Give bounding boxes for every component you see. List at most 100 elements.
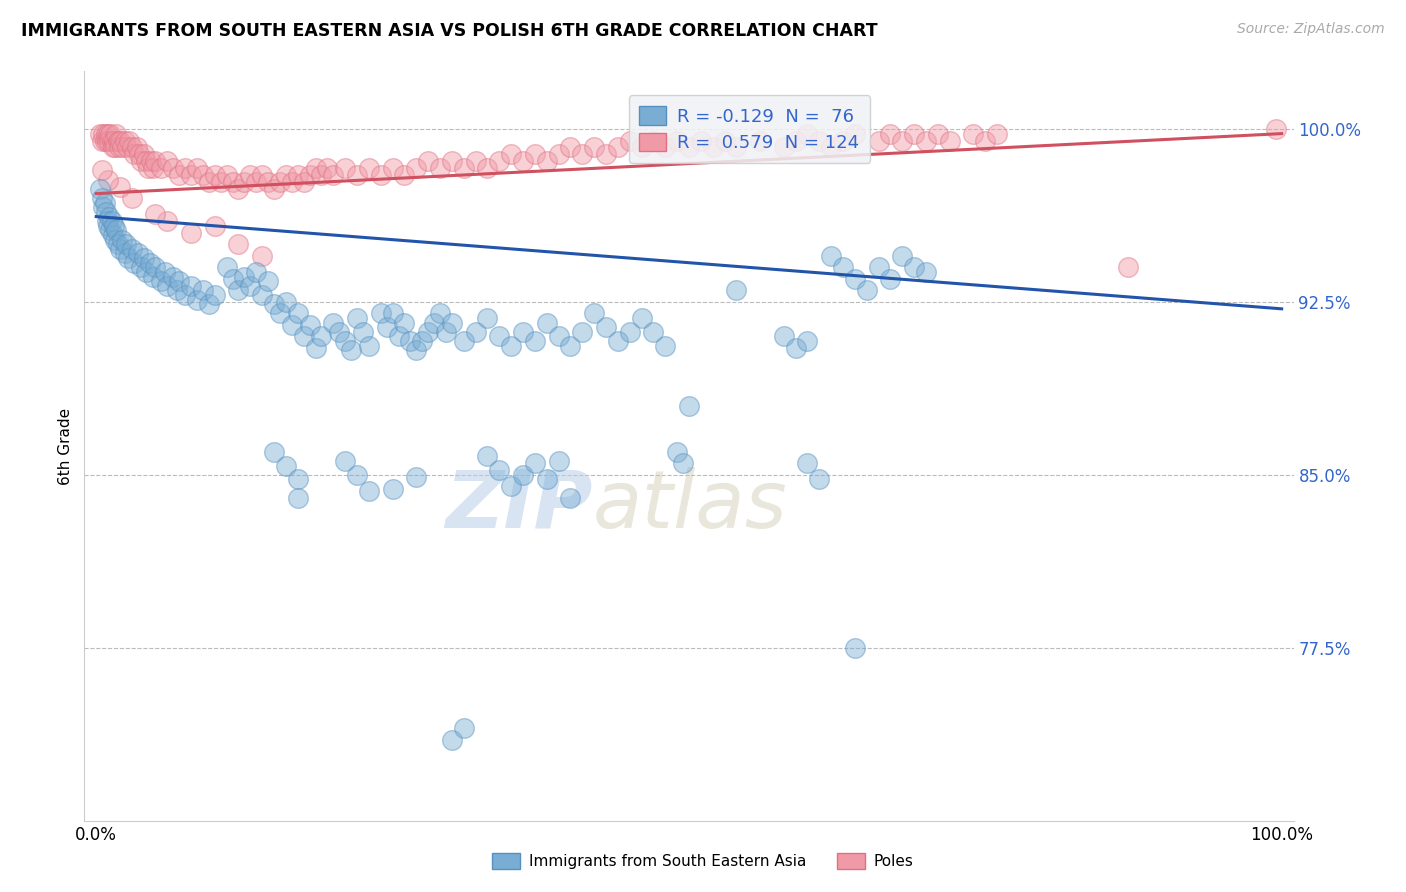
- Point: [796, 456, 818, 470]
- Point: [292, 329, 315, 343]
- Point: [868, 260, 890, 275]
- Point: [820, 249, 842, 263]
- Point: [129, 154, 152, 169]
- Point: [180, 226, 202, 240]
- Point: [156, 278, 179, 293]
- Point: [666, 444, 689, 458]
- Point: [228, 284, 250, 298]
- Point: [174, 161, 197, 176]
- Point: [678, 399, 700, 413]
- Point: [418, 325, 440, 339]
- Point: [139, 154, 162, 169]
- Point: [250, 168, 273, 182]
- Point: [488, 329, 510, 343]
- Point: [125, 140, 148, 154]
- Point: [560, 339, 582, 353]
- Point: [239, 168, 262, 182]
- Point: [333, 334, 356, 348]
- Point: [250, 288, 273, 302]
- Point: [357, 161, 380, 176]
- Point: [107, 140, 129, 154]
- Point: [250, 249, 273, 263]
- Point: [523, 147, 546, 161]
- Text: IMMIGRANTS FROM SOUTH EASTERN ASIA VS POLISH 6TH GRADE CORRELATION CHART: IMMIGRANTS FROM SOUTH EASTERN ASIA VS PO…: [21, 22, 877, 40]
- Point: [98, 134, 121, 148]
- Point: [357, 339, 380, 353]
- Point: [191, 168, 214, 182]
- Text: Source: ZipAtlas.com: Source: ZipAtlas.com: [1237, 22, 1385, 37]
- Point: [785, 134, 807, 148]
- Point: [689, 134, 711, 148]
- Point: [138, 161, 160, 176]
- Point: [142, 161, 165, 176]
- Point: [129, 260, 152, 275]
- Point: [97, 219, 120, 233]
- Point: [101, 228, 124, 243]
- Point: [672, 456, 695, 470]
- Point: [440, 154, 463, 169]
- Point: [375, 320, 398, 334]
- Point: [89, 182, 111, 196]
- Point: [785, 341, 807, 355]
- Point: [117, 251, 139, 265]
- Point: [477, 161, 499, 176]
- Point: [221, 272, 243, 286]
- Point: [198, 175, 221, 189]
- Point: [108, 242, 131, 256]
- Point: [167, 168, 190, 182]
- Point: [287, 491, 309, 505]
- Point: [150, 161, 173, 176]
- Point: [233, 175, 256, 189]
- Point: [93, 195, 115, 210]
- Point: [121, 140, 143, 154]
- Point: [316, 161, 339, 176]
- Point: [274, 168, 297, 182]
- Point: [186, 161, 208, 176]
- Point: [135, 265, 157, 279]
- Point: [100, 223, 122, 237]
- Point: [434, 325, 457, 339]
- Point: [654, 339, 676, 353]
- Point: [263, 444, 285, 458]
- Point: [595, 147, 617, 161]
- Point: [287, 306, 309, 320]
- Point: [1116, 260, 1139, 275]
- Point: [101, 140, 124, 154]
- Point: [630, 140, 652, 154]
- Point: [974, 134, 997, 148]
- Point: [429, 306, 451, 320]
- Point: [643, 134, 665, 148]
- Point: [927, 127, 949, 141]
- Point: [91, 191, 114, 205]
- Point: [204, 168, 226, 182]
- Point: [105, 223, 128, 237]
- Point: [105, 127, 128, 141]
- Point: [298, 318, 321, 332]
- Point: [702, 140, 724, 154]
- Point: [263, 182, 285, 196]
- Point: [107, 237, 129, 252]
- Point: [204, 288, 226, 302]
- Point: [512, 325, 534, 339]
- Point: [440, 316, 463, 330]
- Point: [583, 140, 606, 154]
- Point: [298, 168, 321, 182]
- Point: [749, 134, 772, 148]
- Point: [156, 214, 179, 228]
- Point: [115, 140, 138, 154]
- Point: [100, 127, 122, 141]
- Point: [304, 341, 326, 355]
- Point: [333, 454, 356, 468]
- Point: [132, 251, 155, 265]
- Point: [832, 260, 855, 275]
- Point: [405, 161, 427, 176]
- Point: [725, 284, 748, 298]
- Point: [986, 127, 1008, 141]
- Point: [138, 256, 160, 270]
- Point: [204, 219, 226, 233]
- Point: [962, 127, 984, 141]
- Point: [903, 260, 925, 275]
- Point: [868, 134, 890, 148]
- Point: [281, 175, 304, 189]
- Point: [571, 325, 593, 339]
